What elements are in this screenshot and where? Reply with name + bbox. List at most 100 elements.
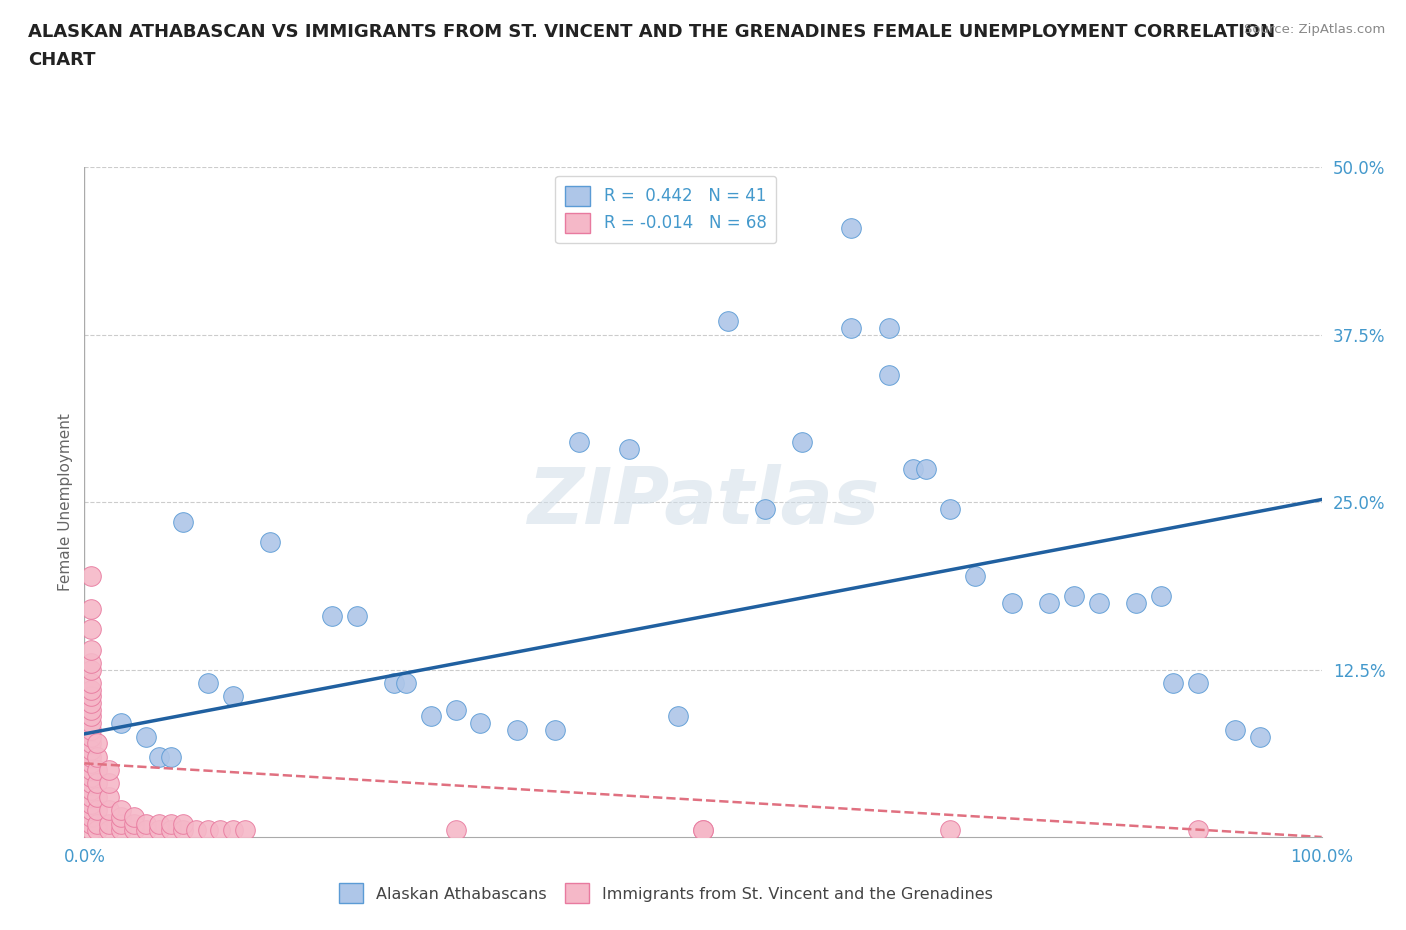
Point	[321, 608, 343, 623]
Point	[86, 776, 108, 790]
Point	[160, 817, 183, 831]
Point	[86, 790, 108, 804]
Point	[79, 568, 101, 583]
Point	[86, 817, 108, 831]
Point	[222, 689, 245, 704]
Point	[209, 823, 232, 838]
Point	[419, 709, 441, 724]
Point	[110, 716, 132, 731]
Point	[877, 367, 900, 382]
Point	[79, 696, 101, 711]
Point	[79, 656, 101, 671]
Point	[79, 817, 101, 831]
Point	[197, 823, 219, 838]
Point	[841, 220, 863, 235]
Point	[79, 776, 101, 790]
Point	[79, 756, 101, 771]
Point	[122, 823, 145, 838]
Point	[110, 803, 132, 817]
Point	[444, 823, 467, 838]
Point	[877, 321, 900, 336]
Point	[939, 823, 962, 838]
Point	[717, 314, 740, 329]
Point	[148, 817, 170, 831]
Point	[79, 736, 101, 751]
Point	[110, 809, 132, 824]
Point	[1249, 729, 1271, 744]
Text: Source: ZipAtlas.com: Source: ZipAtlas.com	[1244, 23, 1385, 36]
Text: CHART: CHART	[28, 51, 96, 69]
Point	[79, 763, 101, 777]
Point	[1063, 589, 1085, 604]
Point	[79, 823, 101, 838]
Point	[1001, 595, 1024, 610]
Point	[79, 796, 101, 811]
Point	[470, 716, 492, 731]
Point	[79, 689, 101, 704]
Point	[1187, 675, 1209, 690]
Point	[346, 608, 368, 623]
Point	[79, 723, 101, 737]
Point	[395, 675, 418, 690]
Point	[135, 817, 157, 831]
Point	[148, 823, 170, 838]
Point	[98, 817, 121, 831]
Point	[86, 823, 108, 838]
Point	[79, 662, 101, 677]
Point	[1088, 595, 1111, 610]
Point	[122, 809, 145, 824]
Point	[197, 675, 219, 690]
Point	[98, 803, 121, 817]
Point	[79, 742, 101, 757]
Point	[841, 321, 863, 336]
Point	[1187, 823, 1209, 838]
Point	[86, 750, 108, 764]
Text: ALASKAN ATHABASCAN VS IMMIGRANTS FROM ST. VINCENT AND THE GRENADINES FEMALE UNEM: ALASKAN ATHABASCAN VS IMMIGRANTS FROM ST…	[28, 23, 1275, 41]
Point	[79, 622, 101, 637]
Point	[160, 750, 183, 764]
Point	[98, 790, 121, 804]
Point	[98, 823, 121, 838]
Point	[184, 823, 207, 838]
Point	[79, 803, 101, 817]
Point	[233, 823, 256, 838]
Point	[692, 823, 714, 838]
Point	[79, 602, 101, 617]
Point	[1125, 595, 1147, 610]
Point	[79, 642, 101, 657]
Point	[1038, 595, 1060, 610]
Point	[543, 723, 565, 737]
Point	[79, 675, 101, 690]
Point	[122, 817, 145, 831]
Y-axis label: Female Unemployment: Female Unemployment	[58, 413, 73, 591]
Point	[79, 709, 101, 724]
Point	[1223, 723, 1246, 737]
Point	[382, 675, 405, 690]
Point	[692, 823, 714, 838]
Point	[86, 803, 108, 817]
Point	[903, 461, 925, 476]
Point	[172, 817, 194, 831]
Point	[79, 769, 101, 784]
Point	[259, 535, 281, 550]
Point	[79, 750, 101, 764]
Point	[617, 441, 640, 456]
Point	[79, 790, 101, 804]
Point	[939, 501, 962, 516]
Point	[666, 709, 689, 724]
Point	[79, 702, 101, 717]
Legend: Alaskan Athabascans, Immigrants from St. Vincent and the Grenadines: Alaskan Athabascans, Immigrants from St.…	[332, 877, 1000, 910]
Point	[98, 763, 121, 777]
Point	[172, 515, 194, 530]
Point	[1150, 589, 1173, 604]
Point	[914, 461, 936, 476]
Point	[79, 783, 101, 798]
Point	[135, 729, 157, 744]
Point	[172, 823, 194, 838]
Text: ZIPatlas: ZIPatlas	[527, 464, 879, 540]
Point	[1161, 675, 1184, 690]
Point	[79, 683, 101, 698]
Point	[110, 823, 132, 838]
Point	[98, 776, 121, 790]
Point	[444, 702, 467, 717]
